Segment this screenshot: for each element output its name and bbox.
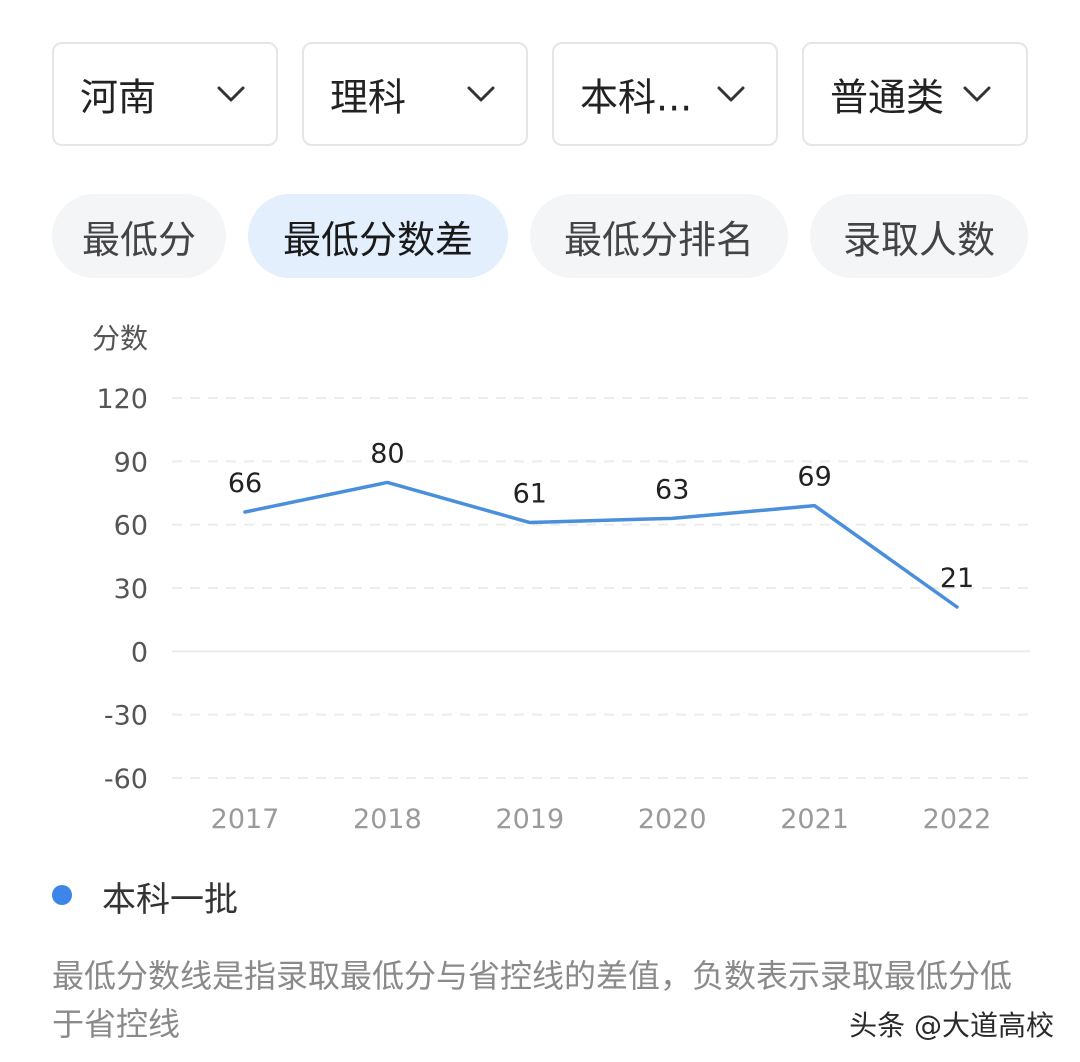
y-tick-label: 60 xyxy=(114,511,148,542)
x-tick-label: 2022 xyxy=(923,804,992,835)
data-label: 21 xyxy=(940,563,974,594)
data-label: 69 xyxy=(797,462,831,493)
tab-min-score-rank[interactable]: 最低分排名 xyxy=(530,194,788,278)
y-tick-label: -60 xyxy=(104,764,148,795)
y-tick-label: 120 xyxy=(96,384,148,415)
province-dropdown-label: 河南 xyxy=(80,75,157,120)
category-dropdown-label: 普通类 xyxy=(830,75,945,120)
province-dropdown[interactable]: 河南 xyxy=(52,42,278,146)
x-tick-label: 2018 xyxy=(353,804,422,835)
series-line xyxy=(243,480,959,609)
subject-dropdown[interactable]: 理科 xyxy=(302,42,528,146)
y-tick-label: -30 xyxy=(104,701,148,732)
data-label: 66 xyxy=(228,468,262,499)
chevron-down-icon xyxy=(467,86,495,102)
y-tick-label: 90 xyxy=(114,447,148,478)
data-label: 61 xyxy=(513,479,547,510)
batch-dropdown[interactable]: 本科... xyxy=(552,42,778,146)
chevron-down-icon xyxy=(217,86,245,102)
y-tick-label: 0 xyxy=(131,637,148,668)
legend-label[interactable]: 本科一批 xyxy=(102,880,238,920)
data-label: 63 xyxy=(655,474,689,505)
watermark: 头条 @大道高校 xyxy=(849,1009,1054,1042)
x-tick-label: 2021 xyxy=(780,804,849,835)
x-tick-label: 2020 xyxy=(638,804,707,835)
y-axis-title: 分数 xyxy=(92,322,148,355)
tab-admission-count[interactable]: 录取人数 xyxy=(810,194,1028,278)
tab-min-score[interactable]: 最低分 xyxy=(52,194,226,278)
batch-dropdown-label: 本科... xyxy=(580,75,693,120)
data-label: 80 xyxy=(370,438,404,469)
x-tick-label: 2017 xyxy=(211,804,280,835)
chevron-down-icon xyxy=(717,86,745,102)
subject-dropdown-label: 理科 xyxy=(330,75,407,120)
footnote: 最低分数线是指录取最低分与省控线的差值，负数表示录取最低分低于省控线 xyxy=(52,957,1013,1043)
x-tick-label: 2019 xyxy=(495,804,564,835)
legend-marker xyxy=(52,885,72,905)
score-diff-line-chart: 分数 120 90 60 30 0 -30 -60 2017 2018 2019 2020 2021… xyxy=(92,322,1030,835)
y-tick-label: 30 xyxy=(114,574,148,605)
tab-min-score-diff[interactable]: 最低分数差 xyxy=(248,194,508,278)
category-dropdown[interactable]: 普通类 xyxy=(802,42,1028,146)
chevron-down-icon xyxy=(963,86,991,102)
